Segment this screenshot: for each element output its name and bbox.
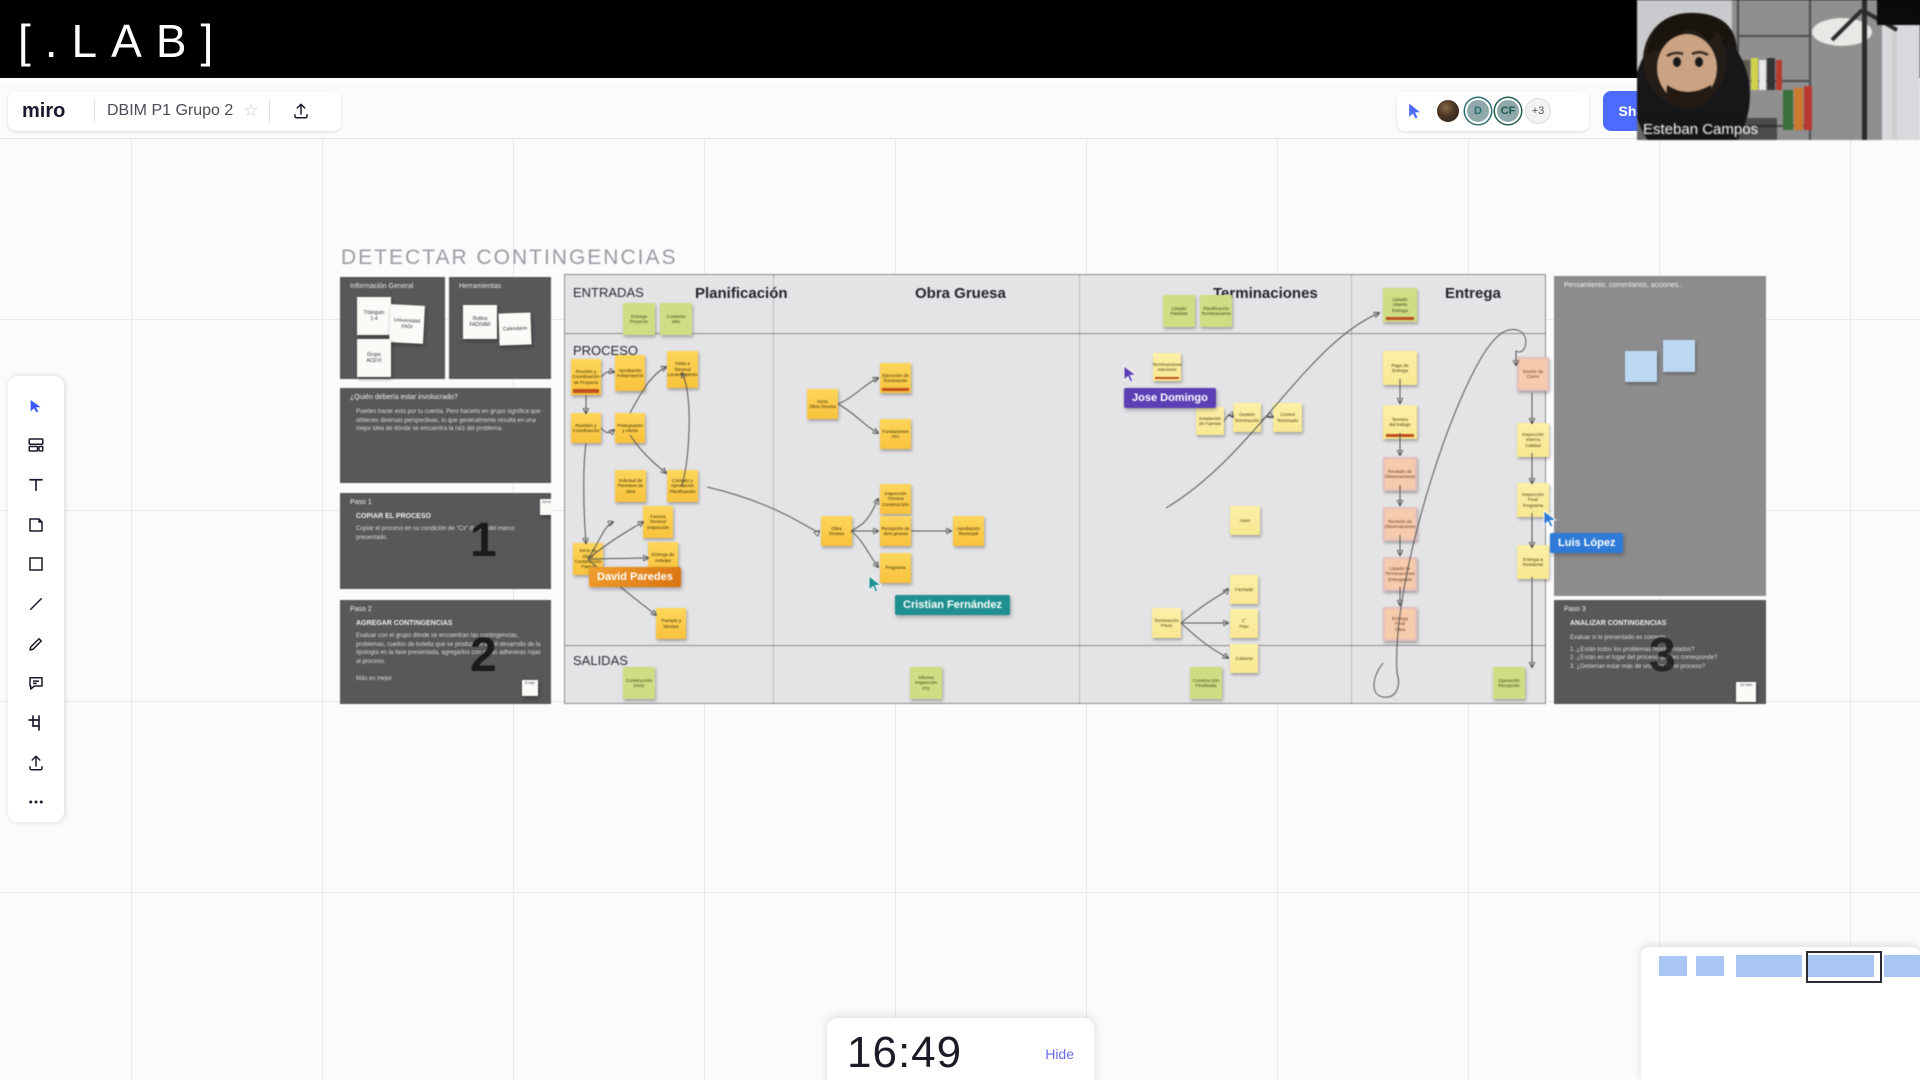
svg-text:Esteban Campos: Esteban Campos	[1643, 121, 1758, 138]
svg-text:miro: miro	[22, 101, 65, 121]
